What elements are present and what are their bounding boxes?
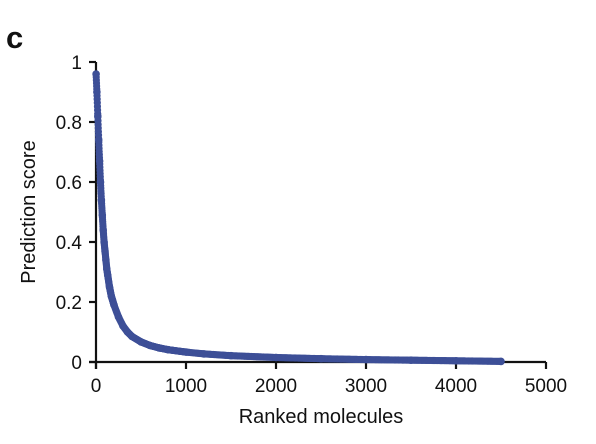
data-point [94,112,102,120]
data-point [272,353,280,362]
data-point [95,157,104,165]
y-tick-label: 0.6 [56,173,82,194]
x-tick-label: 4000 [435,376,477,397]
y-tick-label: 0.4 [56,233,83,254]
data-point [128,332,136,341]
data-point [94,136,103,144]
data-point [182,348,190,356]
data-point [407,356,415,365]
data-point [146,341,154,350]
data-points [92,70,505,366]
data-point [155,344,163,352]
data-point [99,226,107,234]
data-point [200,350,208,358]
data-point [119,322,127,330]
data-point [98,211,107,219]
data-point [97,196,106,204]
x-tick-label: 1000 [165,376,207,397]
data-point [103,265,111,273]
data-point [102,256,110,264]
x-tick-label: 3000 [345,376,387,397]
data-point [317,354,325,363]
data-point [497,357,505,366]
y-tick-label: 0 [71,353,82,374]
panel-letter: c [6,20,24,55]
x-tick-label: 2000 [255,376,297,397]
data-point [362,355,370,364]
y-axis-label: Prediction score [18,140,40,283]
data-point [101,247,109,255]
data-point [103,271,112,279]
x-axis-label: Ranked molecules [239,406,404,428]
data-point [100,238,108,246]
x-tick-label: 5000 [525,376,567,397]
y-tick-label: 0.8 [56,113,82,134]
data-point [227,351,235,360]
data-point [452,357,460,365]
data-point [96,178,105,186]
data-point [164,345,172,354]
y-tick-label: 1 [71,53,82,74]
data-point [114,313,123,321]
axes [89,60,548,369]
data-point [110,301,118,309]
data-point [107,292,116,300]
data-point [105,283,114,291]
tick-labels: 0 1000 2000 3000 4000 5000 0 0.2 0.4 0.6 0.8 1 [56,53,568,397]
data-point [93,88,101,96]
x-tick-label: 0 [91,376,102,397]
data-point [137,338,145,346]
y-tick-label: 0.2 [56,293,82,314]
data-point [92,70,100,78]
